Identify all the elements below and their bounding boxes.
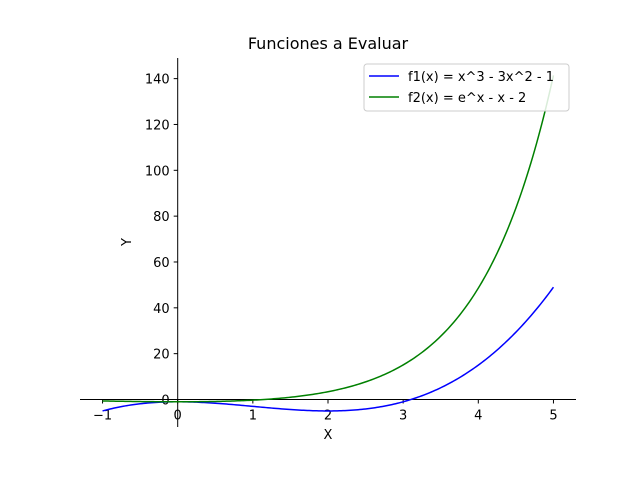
y-axis-ticks: 0 20 40 60 80 100 120 140 [145, 73, 178, 408]
y-axis-label: Y [120, 238, 135, 247]
legend-label-f2: f2(x) = e^x - x - 2 [408, 91, 526, 106]
x-tick-label: 2 [324, 408, 332, 423]
legend-label-f1: f1(x) = x^3 - 3x^2 - 1 [408, 70, 554, 85]
y-tick-label: 40 [153, 302, 170, 317]
legend: f1(x) = x^3 - 3x^2 - 1 f2(x) = e^x - x -… [363, 63, 570, 112]
y-tick-label: 60 [153, 256, 170, 271]
legend-box [363, 63, 570, 112]
x-tick-label: 3 [399, 408, 407, 423]
y-tick-label: 80 [153, 210, 170, 225]
series-lines [102, 75, 555, 412]
x-tick-label: −1 [93, 408, 112, 423]
y-tick-label: 120 [145, 118, 170, 133]
y-tick-label: 0 [161, 393, 169, 408]
x-tick-label: 5 [549, 408, 557, 423]
chart-title: Funciones a Evaluar [248, 34, 409, 53]
y-tick-label: 20 [153, 348, 170, 363]
y-tick-label: 100 [145, 164, 170, 179]
y-tick-label: 140 [145, 73, 170, 88]
x-tick-label: 1 [249, 408, 257, 423]
x-tick-label: 4 [474, 408, 482, 423]
x-axis-label: X [324, 428, 333, 443]
series-line-f2 [102, 75, 555, 403]
